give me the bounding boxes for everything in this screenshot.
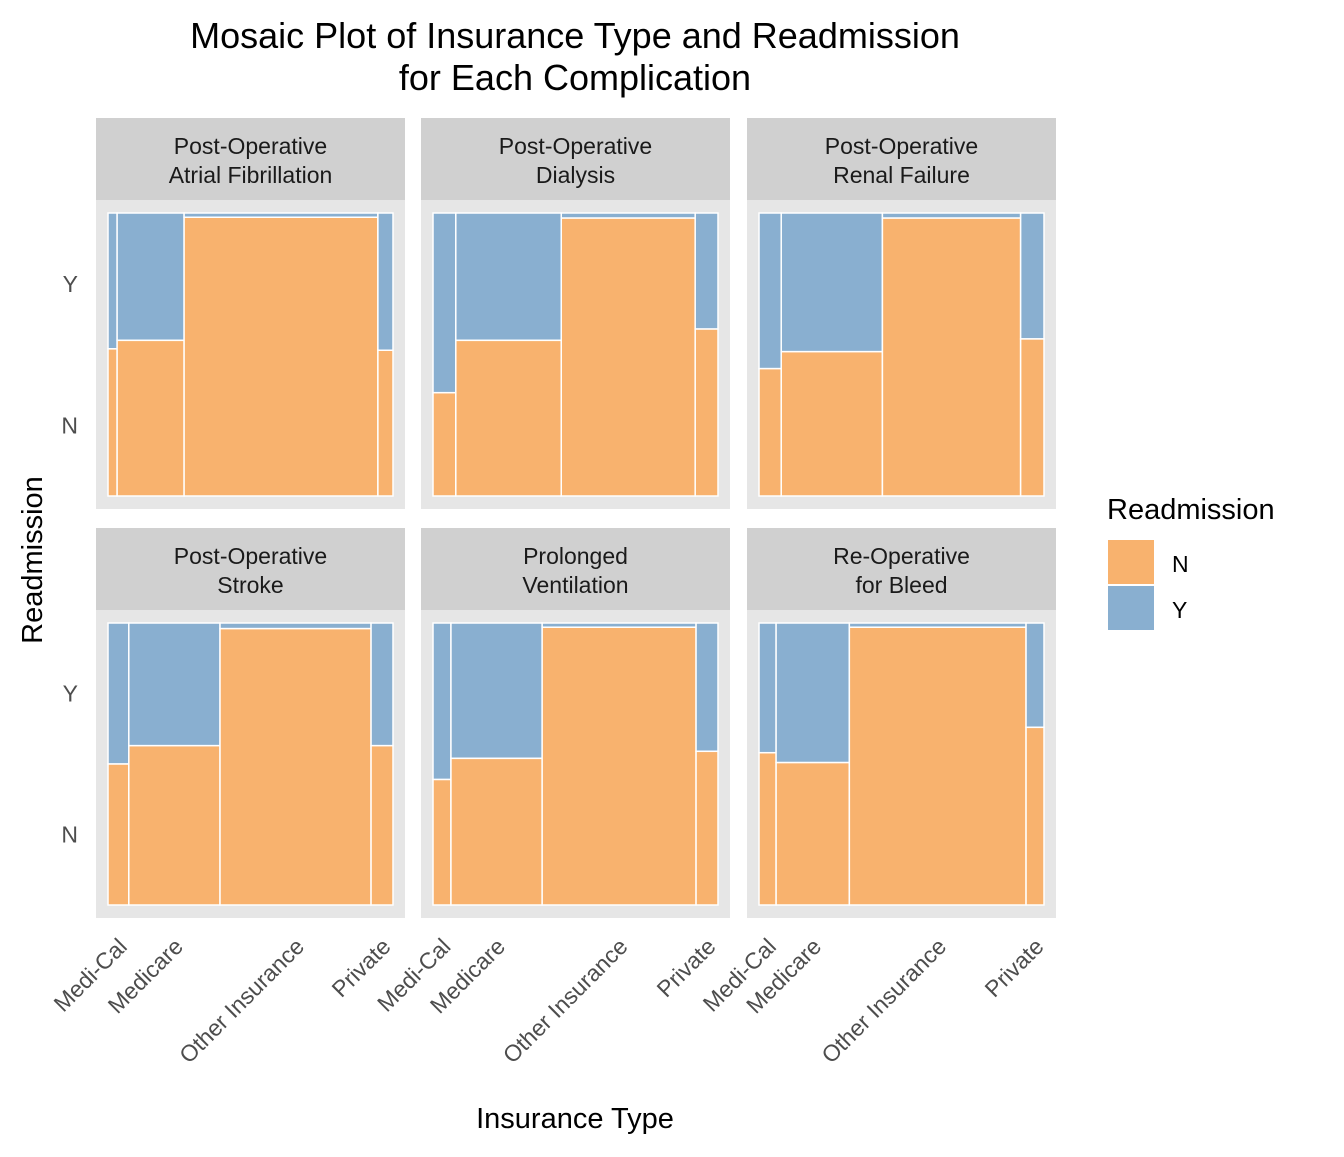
tile-re-operative-for-bleed-medicare-n bbox=[775, 761, 851, 906]
tile-post-operative-renal-failure-other-insurance-y bbox=[881, 212, 1022, 219]
panel-post-operative-dialysis: Post-Operative Dialysis bbox=[421, 118, 730, 509]
tile-post-operative-dialysis-medi-cal-y bbox=[432, 212, 457, 394]
tile-post-operative-dialysis-private-n bbox=[694, 328, 719, 497]
tile-re-operative-for-bleed-other-insurance-n bbox=[848, 626, 1027, 906]
strip-label-re-operative-for-bleed-1: Re-Operative bbox=[833, 543, 970, 569]
tile-prolonged-ventilation-private-n bbox=[695, 750, 719, 906]
strip-label-post-operative-atrial-fibrillation-2: Atrial Fibrillation bbox=[169, 162, 333, 188]
tile-post-operative-renal-failure-medi-cal-y bbox=[758, 212, 782, 370]
tile-re-operative-for-bleed-medi-cal-n bbox=[758, 751, 777, 906]
tile-post-operative-stroke-private-y bbox=[370, 622, 394, 747]
tile-post-operative-atrial-fibrillation-other-insurance-n bbox=[183, 216, 379, 497]
strip-label-post-operative-renal-failure-1: Post-Operative bbox=[825, 133, 978, 159]
x-axis-title: Insurance Type bbox=[476, 1103, 674, 1135]
strip-label-post-operative-renal-failure-2: Renal Failure bbox=[833, 162, 970, 188]
tile-post-operative-renal-failure-private-y bbox=[1019, 212, 1045, 340]
strip-post-operative-atrial-fibrillation bbox=[96, 118, 405, 200]
tile-post-operative-stroke-medi-cal-y bbox=[107, 622, 130, 765]
tile-post-operative-stroke-other-insurance-n bbox=[219, 627, 372, 906]
strip-label-prolonged-ventilation-1: Prolonged bbox=[523, 543, 628, 569]
y-axis-title: Readmission bbox=[17, 476, 49, 644]
tile-post-operative-dialysis-medicare-n bbox=[455, 339, 562, 497]
tile-post-operative-renal-failure-private-n bbox=[1019, 338, 1045, 497]
y-tick-label-row1-n: N bbox=[61, 412, 78, 438]
strip-post-operative-stroke bbox=[96, 528, 405, 610]
tile-prolonged-ventilation-medi-cal-y bbox=[432, 622, 452, 781]
y-tick-label-row1-y: Y bbox=[63, 271, 78, 297]
tile-post-operative-stroke-medicare-y bbox=[128, 622, 221, 747]
legend-label-y: Y bbox=[1172, 597, 1187, 623]
strip-label-prolonged-ventilation-2: Ventilation bbox=[522, 572, 628, 598]
strip-prolonged-ventilation bbox=[421, 528, 730, 610]
tile-post-operative-dialysis-other-insurance-y bbox=[560, 212, 696, 219]
tile-re-operative-for-bleed-medi-cal-y bbox=[758, 622, 777, 754]
legend-label-n: N bbox=[1172, 551, 1189, 577]
tile-prolonged-ventilation-private-y bbox=[695, 622, 719, 753]
panel-prolonged-ventilation: Prolonged Ventilation bbox=[421, 528, 730, 918]
tile-re-operative-for-bleed-medicare-y bbox=[775, 622, 851, 764]
y-tick-label-row2-y: Y bbox=[63, 681, 78, 707]
tile-post-operative-dialysis-medi-cal-n bbox=[432, 391, 457, 497]
legend: Readmission N Y bbox=[1107, 494, 1275, 630]
tile-prolonged-ventilation-medi-cal-n bbox=[432, 778, 452, 906]
tile-post-operative-stroke-private-n bbox=[370, 744, 394, 906]
tile-re-operative-for-bleed-private-n bbox=[1025, 726, 1045, 906]
panel-post-operative-stroke: Post-Operative Stroke bbox=[96, 528, 405, 918]
legend-swatch-y bbox=[1108, 586, 1154, 630]
tile-post-operative-stroke-medicare-n bbox=[128, 744, 221, 906]
y-tick-label-row2-n: N bbox=[61, 822, 78, 848]
tile-post-operative-renal-failure-medicare-y bbox=[780, 212, 884, 353]
chart-title-line-2: for Each Complication bbox=[399, 57, 751, 98]
tile-post-operative-atrial-fibrillation-medicare-n bbox=[116, 339, 185, 497]
strip-re-operative-for-bleed bbox=[747, 528, 1056, 610]
panel-re-operative-for-bleed: Re-Operative for Bleed bbox=[747, 528, 1056, 918]
strip-label-post-operative-dialysis-2: Dialysis bbox=[536, 162, 615, 188]
legend-title: Readmission bbox=[1107, 494, 1275, 526]
tile-post-operative-dialysis-medicare-y bbox=[455, 212, 562, 342]
strip-label-post-operative-atrial-fibrillation-1: Post-Operative bbox=[174, 133, 327, 159]
strip-post-operative-renal-failure bbox=[747, 118, 1056, 200]
tile-prolonged-ventilation-medicare-y bbox=[450, 622, 543, 760]
chart-title-line-1: Mosaic Plot of Insurance Type and Readmi… bbox=[190, 15, 960, 56]
tile-post-operative-atrial-fibrillation-private-n bbox=[377, 349, 394, 497]
y-axis-tick-labels: Y N Y N bbox=[61, 271, 78, 848]
tile-post-operative-atrial-fibrillation-medi-cal-y bbox=[107, 212, 118, 350]
panel-post-operative-renal-failure: Post-Operative Renal Failure bbox=[747, 118, 1056, 509]
tile-post-operative-atrial-fibrillation-private-y bbox=[377, 212, 394, 352]
strip-post-operative-dialysis bbox=[421, 118, 730, 200]
strip-label-post-operative-stroke-2: Stroke bbox=[217, 572, 283, 598]
tile-post-operative-renal-failure-other-insurance-n bbox=[881, 217, 1022, 497]
strip-label-post-operative-dialysis-1: Post-Operative bbox=[499, 133, 652, 159]
panel-post-operative-atrial-fibrillation: Post-Operative Atrial Fibrillation bbox=[96, 118, 405, 509]
tile-post-operative-renal-failure-medicare-n bbox=[780, 350, 884, 497]
tile-post-operative-stroke-medi-cal-n bbox=[107, 763, 130, 906]
tile-post-operative-dialysis-other-insurance-n bbox=[560, 217, 696, 497]
strip-label-re-operative-for-bleed-2: for Bleed bbox=[855, 572, 947, 598]
tile-re-operative-for-bleed-private-y bbox=[1025, 622, 1045, 729]
tile-post-operative-renal-failure-medi-cal-n bbox=[758, 367, 782, 497]
tile-post-operative-atrial-fibrillation-medicare-y bbox=[116, 212, 185, 342]
strip-label-post-operative-stroke-1: Post-Operative bbox=[174, 543, 327, 569]
tile-post-operative-dialysis-private-y bbox=[694, 212, 719, 330]
legend-swatch-n bbox=[1108, 540, 1154, 584]
tile-prolonged-ventilation-other-insurance-n bbox=[541, 626, 697, 906]
tile-post-operative-stroke-other-insurance-y bbox=[219, 622, 372, 630]
tile-post-operative-atrial-fibrillation-medi-cal-n bbox=[107, 348, 118, 497]
tile-prolonged-ventilation-medicare-n bbox=[450, 757, 543, 906]
